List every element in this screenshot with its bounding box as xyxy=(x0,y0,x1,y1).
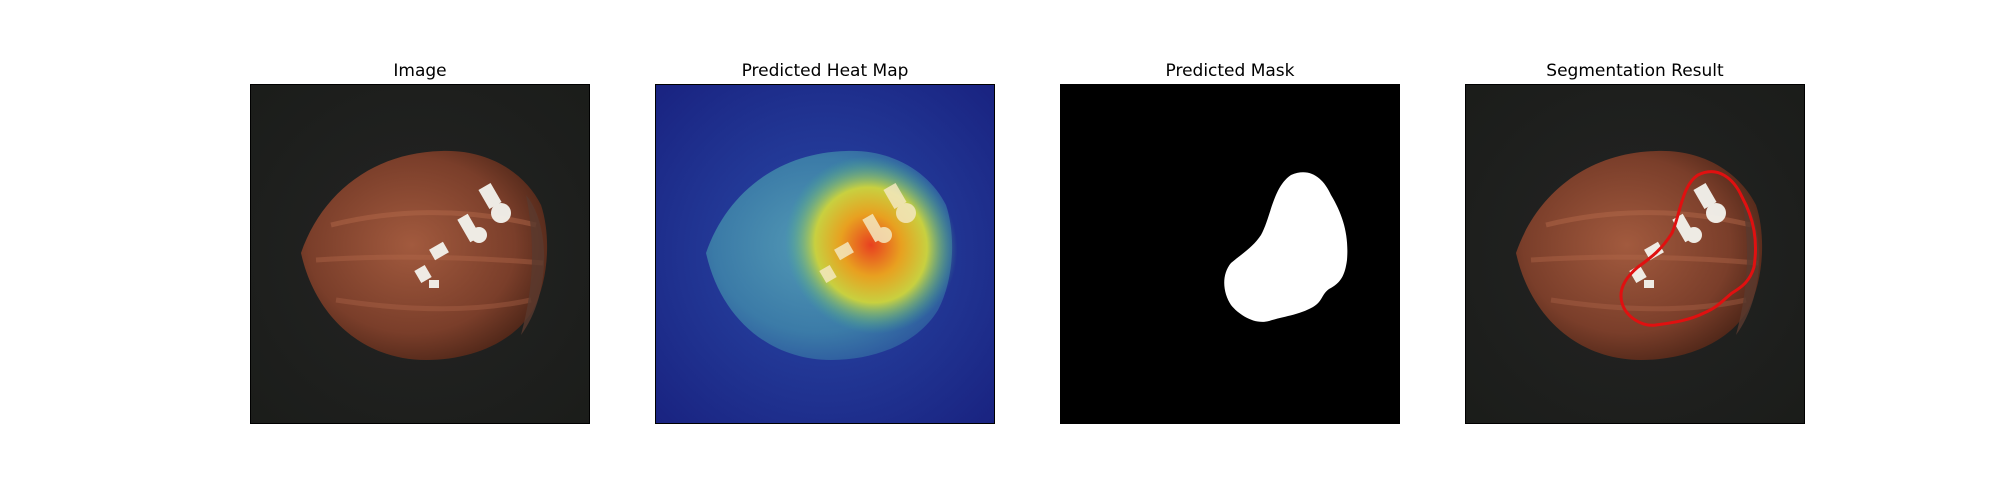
segmentation-image xyxy=(1466,85,1804,423)
hazelnut-image xyxy=(251,85,589,423)
segmentation-frame xyxy=(1465,84,1805,424)
panel-segmentation: Segmentation Result xyxy=(1465,58,1805,424)
panel-title: Segmentation Result xyxy=(1546,61,1724,81)
mask-frame xyxy=(1060,84,1400,424)
panel-title: Predicted Heat Map xyxy=(741,61,909,81)
mask-image xyxy=(1061,85,1399,423)
panel-heat-map: Predicted Heat Map xyxy=(655,58,995,424)
panel-title: Image xyxy=(393,61,447,81)
heat-map-frame xyxy=(655,84,995,424)
panel-mask: Predicted Mask xyxy=(1060,58,1400,424)
panel-title: Predicted Mask xyxy=(1165,61,1295,81)
image-frame xyxy=(250,84,590,424)
panel-image: Image xyxy=(250,58,590,424)
heat-map-image xyxy=(656,85,994,423)
